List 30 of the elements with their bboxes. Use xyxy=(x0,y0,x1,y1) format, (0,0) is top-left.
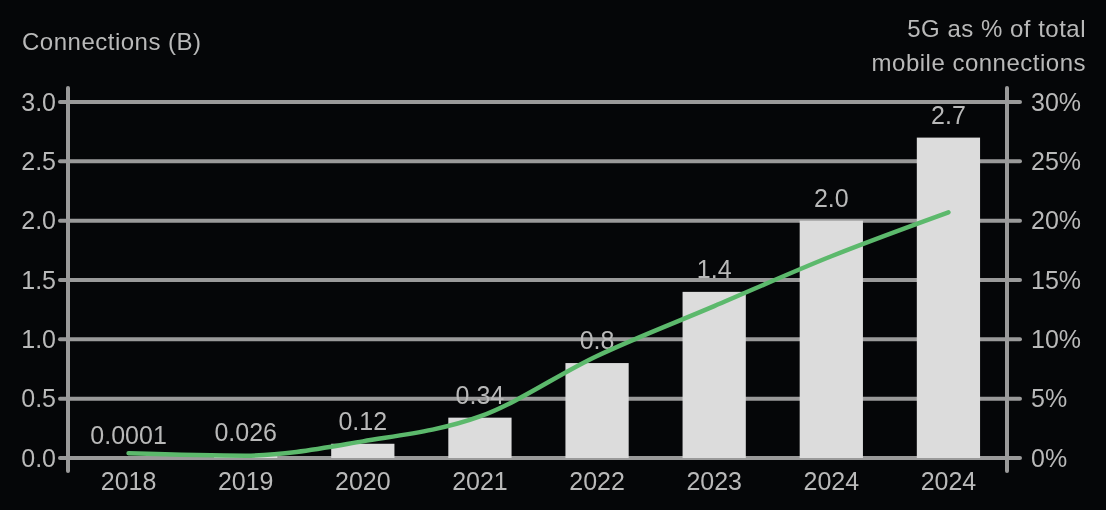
y-tick-label: 0.5 xyxy=(21,384,56,413)
y-tick-label: 1.0 xyxy=(21,325,56,354)
x-tick-label: 2019 xyxy=(217,466,274,495)
y-tick-label: 2.0 xyxy=(21,206,56,235)
data-label: 2.7 xyxy=(931,100,966,129)
y-tick-label: 1.5 xyxy=(21,265,56,294)
y-tick-label: 3.0 xyxy=(21,87,56,116)
x-tick-label: 2021 xyxy=(452,466,508,495)
y2-tick-label: 5% xyxy=(1031,384,1068,413)
y2-tick-label: 0% xyxy=(1031,443,1068,472)
y2-tick-label: 20% xyxy=(1031,206,1082,235)
y-axis-title: Connections (B) xyxy=(22,28,202,55)
y2-tick-label: 25% xyxy=(1031,147,1082,176)
y2-tick-label: 15% xyxy=(1031,265,1082,294)
data-label: 0.026 xyxy=(214,417,277,446)
y2-tick-label: 30% xyxy=(1031,87,1082,116)
y-tick-label: 2.5 xyxy=(21,147,56,176)
x-tick-label: 2024 xyxy=(920,466,977,495)
y2-tick-label: 10% xyxy=(1031,325,1082,354)
data-label: 2.0 xyxy=(813,183,849,212)
x-tick-label: 2020 xyxy=(335,466,391,495)
data-label: 0.12 xyxy=(338,406,388,435)
x-tick-label: 2022 xyxy=(569,466,625,495)
x-tick-label: 2018 xyxy=(100,466,157,495)
data-label: 0.0001 xyxy=(90,420,167,449)
y-tick-label: 0.0 xyxy=(21,443,56,472)
y2-axis-title: 5G as % of total mobile connections xyxy=(871,15,1086,76)
data-label: 1.4 xyxy=(696,254,732,283)
x-tick-label: 2024 xyxy=(803,466,860,495)
x-tick-label: 2023 xyxy=(686,466,742,495)
